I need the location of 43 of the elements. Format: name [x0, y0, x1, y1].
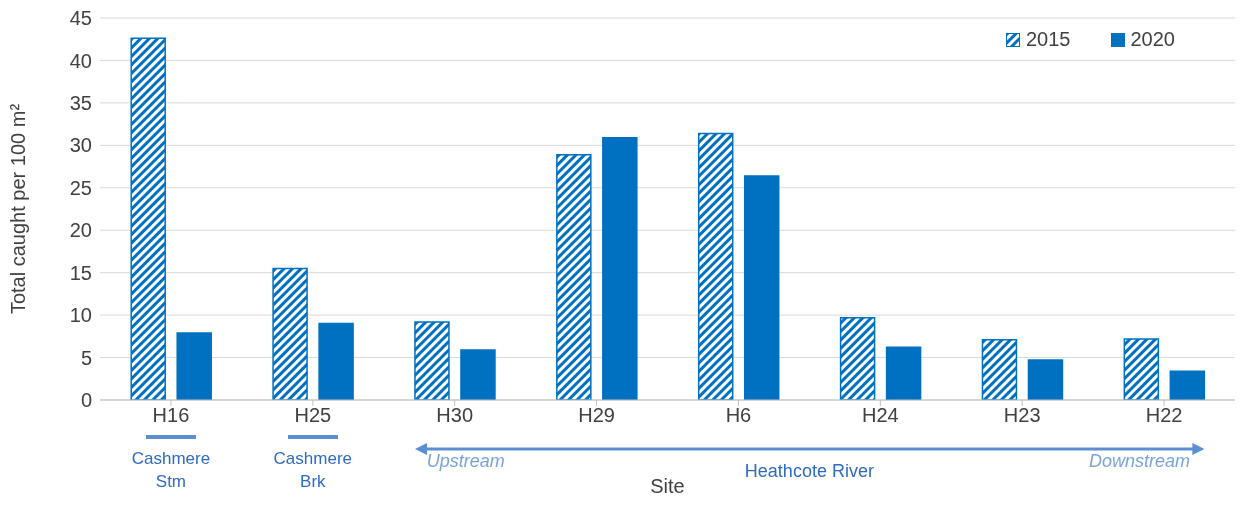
x-tick-label: H25	[294, 404, 332, 427]
x-axis-title: Site	[650, 475, 685, 497]
bar	[697, 132, 734, 400]
y-tick-label: 20	[69, 219, 92, 242]
text: Heathcote River	[743, 461, 875, 482]
x-tick-label: H29	[578, 404, 615, 427]
y-tick-label: 5	[80, 346, 92, 369]
bar	[414, 321, 450, 400]
bar	[130, 37, 166, 400]
y-tick-label: 45	[69, 7, 92, 30]
bar	[272, 267, 308, 400]
text: Downstream	[1089, 451, 1191, 472]
bar	[743, 175, 780, 400]
y-tick-label: 25	[69, 176, 92, 199]
y-tick-label: 10	[69, 304, 92, 327]
y-tick-label: 30	[69, 134, 92, 157]
y-tick-label: 0	[80, 389, 92, 412]
bar	[460, 349, 496, 400]
legend-label: 2015	[1026, 28, 1071, 51]
y-tick-label: 15	[69, 261, 92, 284]
y-axis-title: Total caught per 100 m²	[7, 103, 30, 315]
legend-label: 2020	[1130, 28, 1175, 51]
text: Cashmere Stm	[130, 448, 211, 493]
x-tick-label: H23	[1003, 404, 1041, 427]
bar	[1169, 370, 1206, 400]
bar	[318, 322, 354, 400]
bar	[1123, 338, 1160, 400]
bar	[176, 332, 212, 400]
x-tick-label: H24	[861, 404, 899, 427]
y-tick-label: 40	[69, 49, 92, 72]
bar	[602, 136, 638, 400]
bar	[885, 346, 922, 400]
text: Upstream	[426, 451, 505, 472]
bar	[556, 153, 592, 400]
x-tick-label: H16	[152, 404, 190, 427]
bar	[1027, 359, 1064, 400]
text: Cashmere Brk	[272, 448, 353, 493]
x-tick-label: H30	[436, 404, 474, 427]
y-tick-label: 35	[69, 91, 92, 114]
bar	[981, 338, 1018, 400]
bar	[839, 316, 876, 400]
x-tick-label: H6	[725, 404, 752, 427]
x-tick-label: H22	[1145, 404, 1183, 427]
